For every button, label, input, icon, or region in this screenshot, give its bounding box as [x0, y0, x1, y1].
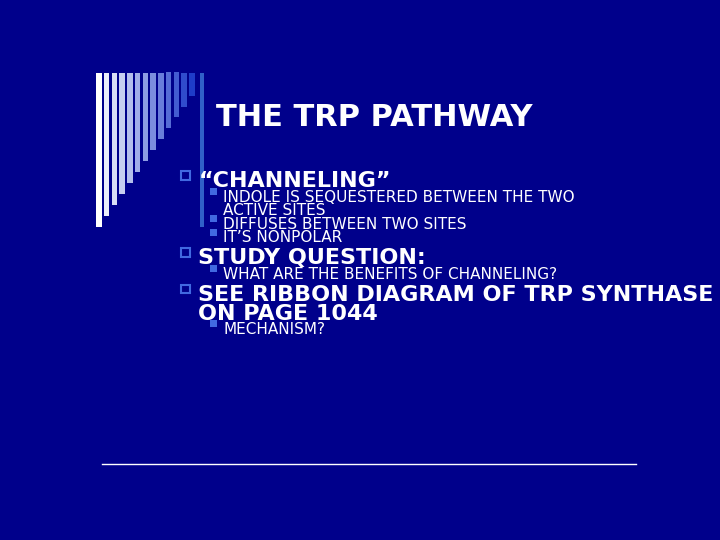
Bar [181, 171, 190, 179]
Bar [181, 72, 187, 106]
Bar [166, 72, 171, 129]
Text: SEE RIBBON DIAGRAM OF TRP SYNTHASE: SEE RIBBON DIAGRAM OF TRP SYNTHASE [199, 285, 714, 305]
Bar [210, 320, 217, 327]
Bar [181, 248, 190, 257]
Bar [174, 72, 179, 117]
Text: STUDY QUESTION:: STUDY QUESTION: [199, 248, 426, 268]
Text: ON PAGE 1044: ON PAGE 1044 [199, 303, 378, 323]
Text: “CHANNELING”: “CHANNELING” [199, 171, 391, 191]
Bar [96, 72, 102, 226]
Bar [127, 72, 132, 183]
Text: DIFFUSES BETWEEN TWO SITES: DIFFUSES BETWEEN TWO SITES [223, 217, 467, 232]
Bar [104, 72, 109, 215]
Bar [143, 72, 148, 161]
Bar [210, 215, 217, 222]
Bar [189, 72, 194, 96]
Text: IT’S NONPOLAR: IT’S NONPOLAR [223, 230, 343, 245]
Bar [210, 188, 217, 195]
Text: WHAT ARE THE BENEFITS OF CHANNELING?: WHAT ARE THE BENEFITS OF CHANNELING? [223, 267, 557, 282]
Bar [200, 72, 204, 226]
Text: ACTIVE SITES: ACTIVE SITES [223, 203, 325, 218]
Bar [135, 72, 140, 172]
Bar [210, 265, 217, 272]
Bar [150, 72, 156, 150]
Bar [210, 228, 217, 235]
Bar [158, 72, 163, 139]
Text: THE TRP PATHWAY: THE TRP PATHWAY [215, 103, 532, 132]
Text: INDOLE IS SEQUESTERED BETWEEN THE TWO: INDOLE IS SEQUESTERED BETWEEN THE TWO [223, 190, 575, 205]
Bar [120, 72, 125, 194]
Bar [112, 72, 117, 205]
Text: MECHANISM?: MECHANISM? [223, 322, 325, 337]
Bar [181, 285, 190, 294]
